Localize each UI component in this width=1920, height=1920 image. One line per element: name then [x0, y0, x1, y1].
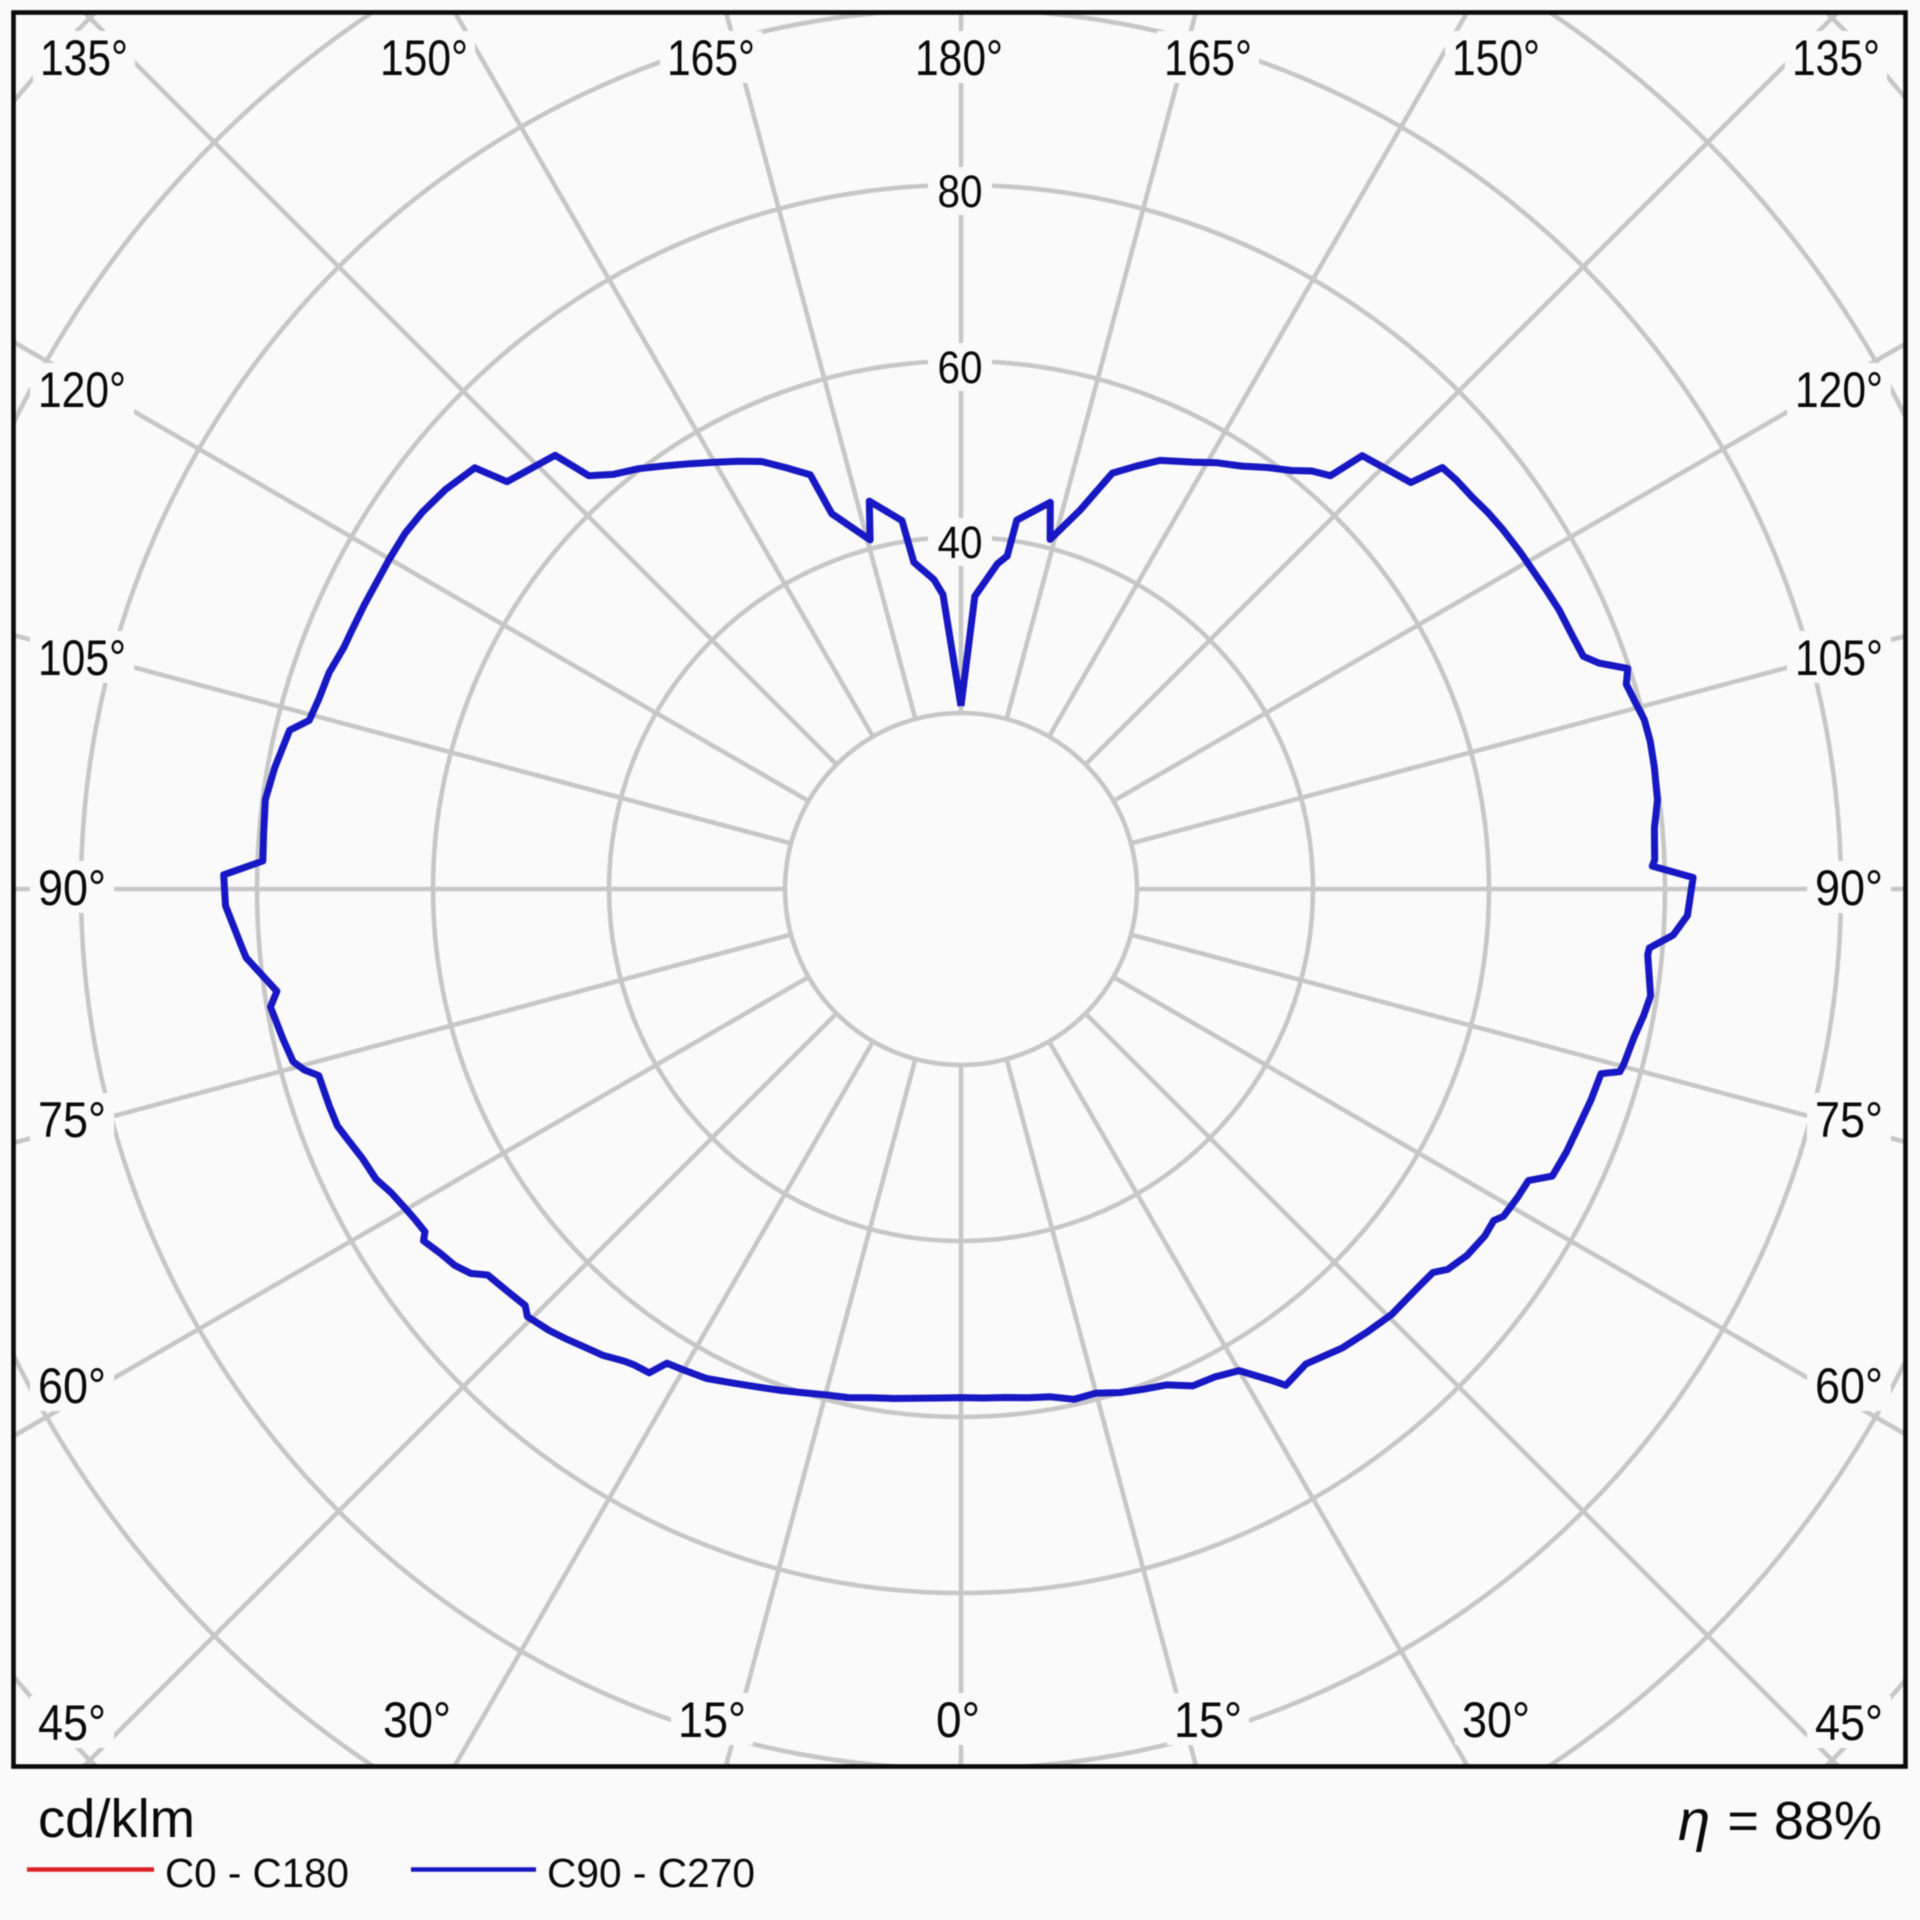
svg-text:90°: 90°: [1815, 860, 1883, 916]
svg-text:60: 60: [938, 342, 983, 393]
svg-text:90°: 90°: [38, 860, 106, 916]
svg-text:C0 - C180: C0 - C180: [165, 1850, 349, 1896]
svg-text:80: 80: [938, 166, 983, 217]
svg-text:105°: 105°: [1795, 630, 1883, 686]
svg-text:0°: 0°: [936, 1692, 980, 1748]
svg-text:45°: 45°: [38, 1695, 106, 1751]
svg-text:105°: 105°: [38, 630, 126, 686]
svg-text:135°: 135°: [40, 30, 128, 86]
svg-text:135°: 135°: [1792, 30, 1880, 86]
svg-text:60°: 60°: [38, 1358, 106, 1414]
svg-text:75°: 75°: [38, 1092, 106, 1148]
svg-text:= 88%: = 88%: [1727, 1791, 1882, 1851]
svg-text:75°: 75°: [1815, 1092, 1883, 1148]
svg-text:120°: 120°: [38, 362, 126, 418]
svg-text:180°: 180°: [915, 30, 1003, 86]
svg-text:30°: 30°: [383, 1692, 451, 1748]
svg-text:150°: 150°: [380, 30, 468, 86]
svg-text:cd/klm: cd/klm: [38, 1789, 195, 1849]
svg-text:150°: 150°: [1452, 30, 1540, 86]
svg-text:15°: 15°: [678, 1692, 746, 1748]
svg-text:165°: 165°: [1164, 30, 1252, 86]
svg-text:165°: 165°: [667, 30, 755, 86]
svg-text:15°: 15°: [1174, 1692, 1242, 1748]
svg-text:η: η: [1678, 1788, 1710, 1853]
svg-text:C90 - C270: C90 - C270: [547, 1850, 755, 1896]
svg-text:40: 40: [938, 517, 983, 568]
svg-text:60°: 60°: [1815, 1358, 1883, 1414]
svg-text:120°: 120°: [1795, 362, 1883, 418]
svg-text:45°: 45°: [1815, 1695, 1883, 1751]
svg-text:30°: 30°: [1462, 1692, 1530, 1748]
